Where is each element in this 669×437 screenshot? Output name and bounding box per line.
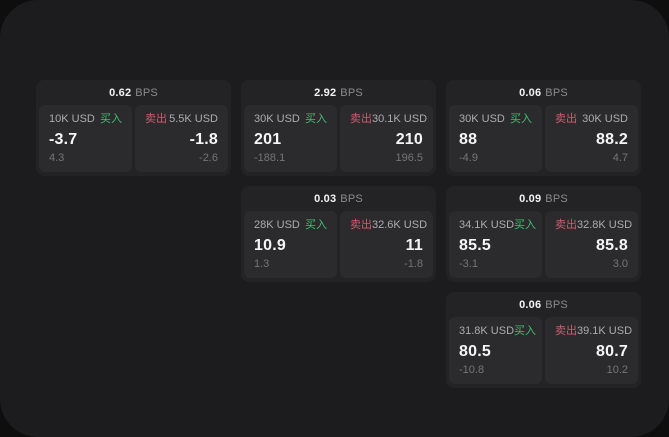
sell-panel[interactable]: 卖出 32.8K USD 85.8 3.0: [545, 211, 638, 278]
sell-delta: 196.5: [395, 152, 423, 164]
sell-panel[interactable]: 卖出 32.6K USD 11 -1.8: [340, 211, 433, 278]
sell-amount: 32.8K USD: [577, 219, 633, 231]
buy-amount: 28K USD: [254, 219, 300, 231]
sell-button[interactable]: 卖出: [350, 113, 372, 125]
sell-button[interactable]: 卖出: [145, 113, 167, 125]
buy-delta: -188.1: [254, 152, 286, 164]
buy-amount: 34.1K USD: [459, 219, 515, 231]
buy-delta: -10.8: [459, 364, 485, 376]
sell-amount: 30.1K USD: [372, 113, 428, 125]
buy-button[interactable]: 买入: [305, 113, 327, 125]
card-header: 0.09 BPS: [446, 186, 641, 211]
bps-unit: BPS: [545, 192, 568, 205]
sell-delta: 3.0: [612, 258, 628, 270]
sell-amount: 5.5K USD: [169, 113, 218, 125]
buy-amount: 30K USD: [254, 113, 300, 125]
sell-price: 210: [395, 130, 423, 148]
bps-value: 0.09: [519, 192, 542, 205]
sell-price: 85.8: [596, 236, 628, 254]
card-header: 0.62 BPS: [36, 80, 231, 105]
bps-value: 0.03: [314, 192, 337, 205]
buy-button[interactable]: 买入: [510, 113, 532, 125]
sell-button[interactable]: 卖出: [555, 325, 577, 337]
buy-price: 10.9: [254, 236, 286, 254]
buy-price: 85.5: [459, 236, 491, 254]
sell-panel[interactable]: 卖出 30.1K USD 210 196.5: [340, 105, 433, 172]
buy-button[interactable]: 买入: [514, 219, 537, 231]
buy-panel[interactable]: 31.8K USD 买入 80.5 -10.8: [449, 317, 542, 384]
sell-delta: -1.8: [404, 258, 423, 270]
buy-delta: -3.1: [459, 258, 478, 270]
card-header: 2.92 BPS: [241, 80, 436, 105]
sell-price: -1.8: [189, 130, 218, 148]
buy-button[interactable]: 买入: [514, 325, 537, 337]
buy-price: 88: [459, 130, 478, 148]
quote-card-1: 0.62 BPS 10K USD 买入 -3.7 4.3 卖出 5.5K USD: [36, 80, 231, 176]
buy-panel[interactable]: 30K USD 买入 201 -188.1: [244, 105, 337, 172]
buy-panel[interactable]: 10K USD 买入 -3.7 4.3: [39, 105, 132, 172]
buy-button[interactable]: 买入: [100, 113, 122, 125]
buy-price: 201: [254, 130, 282, 148]
sell-panel[interactable]: 卖出 30K USD 88.2 4.7: [545, 105, 638, 172]
buy-panel[interactable]: 34.1K USD 买入 85.5 -3.1: [449, 211, 542, 278]
bps-unit: BPS: [135, 86, 158, 99]
bps-unit: BPS: [545, 86, 568, 99]
sell-amount: 30K USD: [582, 113, 628, 125]
sell-panel[interactable]: 卖出 39.1K USD 80.7 10.2: [545, 317, 638, 384]
buy-amount: 10K USD: [49, 113, 95, 125]
bps-value: 2.92: [314, 86, 337, 99]
buy-amount: 30K USD: [459, 113, 505, 125]
bps-unit: BPS: [545, 298, 568, 311]
sell-delta: 10.2: [606, 364, 628, 376]
buy-panel[interactable]: 28K USD 买入 10.9 1.3: [244, 211, 337, 278]
quote-card-2: 2.92 BPS 30K USD 买入 201 -188.1 卖出 30.1K …: [241, 80, 436, 176]
card-body: 34.1K USD 买入 85.5 -3.1 卖出 32.8K USD 85.8…: [446, 211, 641, 282]
bps-value: 0.62: [109, 86, 132, 99]
card-header: 0.06 BPS: [446, 80, 641, 105]
quote-card-5: 0.09 BPS 34.1K USD 买入 85.5 -3.1 卖出 32.8K…: [446, 186, 641, 282]
card-body: 30K USD 买入 88 -4.9 卖出 30K USD 88.2 4.7: [446, 105, 641, 176]
sell-panel[interactable]: 卖出 5.5K USD -1.8 -2.6: [135, 105, 228, 172]
buy-button[interactable]: 买入: [305, 219, 327, 231]
buy-price: 80.5: [459, 342, 491, 360]
bps-unit: BPS: [340, 86, 363, 99]
buy-delta: 1.3: [254, 258, 270, 270]
card-body: 30K USD 买入 201 -188.1 卖出 30.1K USD 210 1…: [241, 105, 436, 176]
card-header: 0.03 BPS: [241, 186, 436, 211]
buy-amount: 31.8K USD: [459, 325, 515, 337]
bps-value: 0.06: [519, 86, 542, 99]
card-body: 28K USD 买入 10.9 1.3 卖出 32.6K USD 11 -1.8: [241, 211, 436, 282]
sell-amount: 39.1K USD: [577, 325, 633, 337]
sell-amount: 32.6K USD: [372, 219, 428, 231]
sell-delta: 4.7: [612, 152, 628, 164]
buy-delta: 4.3: [49, 152, 65, 164]
quote-cards-grid: 0.62 BPS 10K USD 买入 -3.7 4.3 卖出 5.5K USD: [36, 80, 641, 388]
card-body: 31.8K USD 买入 80.5 -10.8 卖出 39.1K USD 80.…: [446, 317, 641, 388]
buy-delta: -4.9: [459, 152, 478, 164]
sell-button[interactable]: 卖出: [350, 219, 372, 231]
buy-price: -3.7: [49, 130, 78, 148]
sell-price: 11: [405, 236, 423, 254]
card-header: 0.06 BPS: [446, 292, 641, 317]
buy-panel[interactable]: 30K USD 买入 88 -4.9: [449, 105, 542, 172]
quote-card-3: 0.06 BPS 30K USD 买入 88 -4.9 卖出 30K USD: [446, 80, 641, 176]
sell-button[interactable]: 卖出: [555, 219, 577, 231]
sell-button[interactable]: 卖出: [555, 113, 577, 125]
quote-card-4: 0.03 BPS 28K USD 买入 10.9 1.3 卖出 32.6K US…: [241, 186, 436, 282]
bps-value: 0.06: [519, 298, 542, 311]
sell-price: 80.7: [596, 342, 628, 360]
card-body: 10K USD 买入 -3.7 4.3 卖出 5.5K USD -1.8 -2.…: [36, 105, 231, 176]
quote-card-6: 0.06 BPS 31.8K USD 买入 80.5 -10.8 卖出 39.1…: [446, 292, 641, 388]
bps-unit: BPS: [340, 192, 363, 205]
sell-delta: -2.6: [199, 152, 218, 164]
sell-price: 88.2: [596, 130, 628, 148]
